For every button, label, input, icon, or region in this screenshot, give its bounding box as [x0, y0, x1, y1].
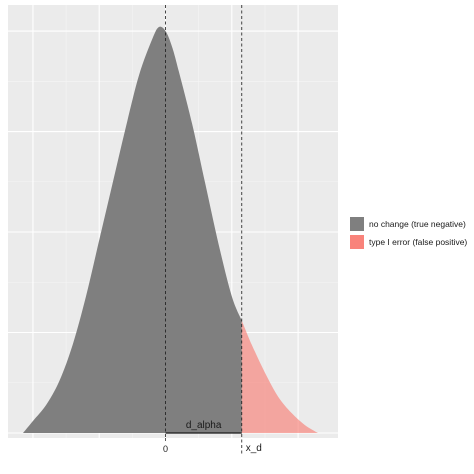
annotations: d_alpha x_d: [165, 420, 262, 454]
x-axis: 0: [163, 438, 168, 454]
legend-key-false-positive: [350, 235, 364, 249]
d-alpha-label: d_alpha: [186, 420, 222, 431]
x-tick-label-0: 0: [163, 444, 168, 454]
density-areas: [23, 26, 318, 433]
area-true-negative: [23, 26, 242, 433]
legend-label-false-positive: type I error (false positive): [369, 237, 467, 247]
legend-key-true-negative: [350, 217, 364, 231]
reference-lines: [165, 5, 243, 455]
area-false-positive: [241, 320, 318, 433]
x-d-label: x_d: [246, 443, 262, 454]
legend-label-true-negative: no change (true negative): [369, 219, 466, 229]
legend: no change (true negative) type I error (…: [350, 217, 467, 249]
